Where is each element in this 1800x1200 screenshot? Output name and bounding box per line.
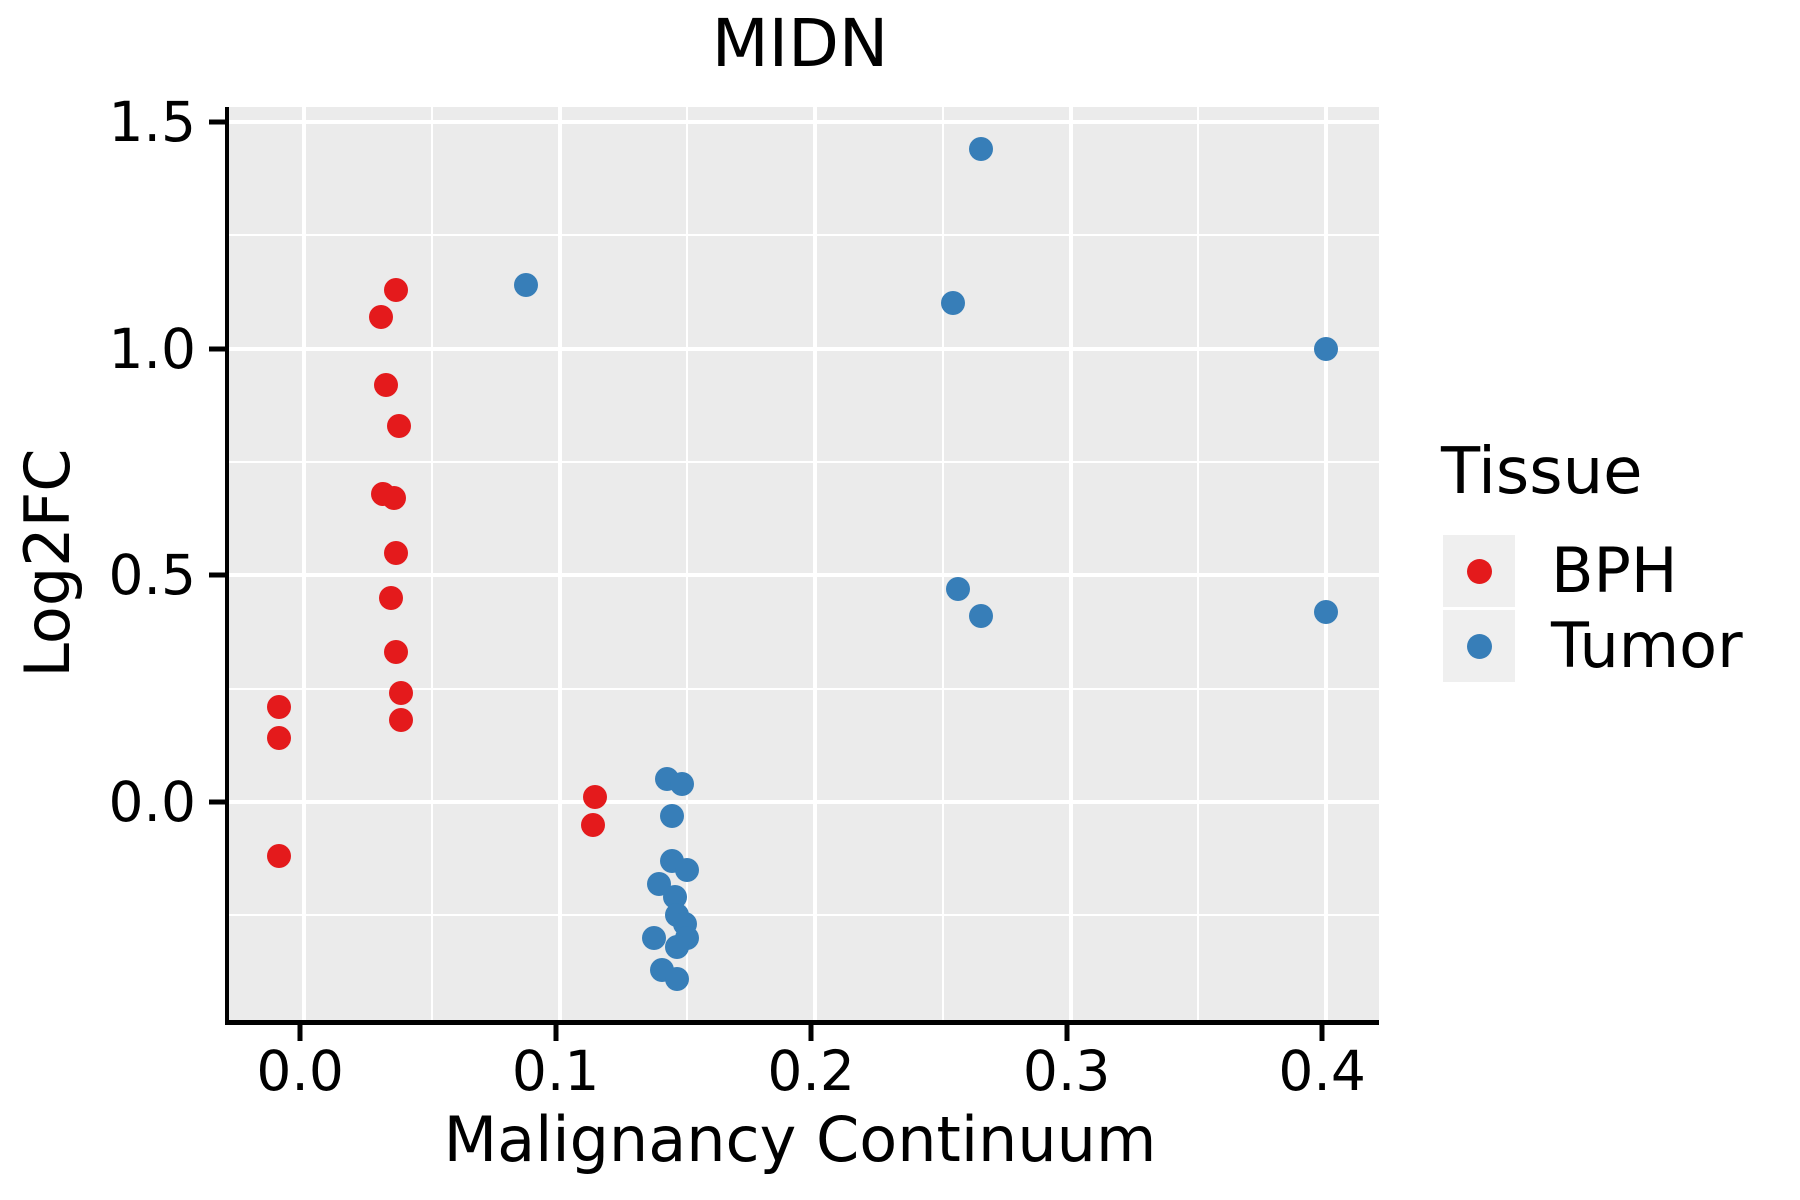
data-point-bph <box>389 708 414 733</box>
x-major-gridline <box>557 107 562 1020</box>
tumor-marker-icon <box>1466 633 1492 659</box>
data-point-tumor <box>675 857 700 882</box>
data-point-tumor <box>969 604 994 629</box>
legend-item-bph: BPH <box>1443 535 1743 607</box>
data-point-bph <box>384 277 409 302</box>
x-tick-mark <box>1064 1025 1070 1041</box>
legend-label-bph: BPH <box>1551 534 1678 607</box>
x-minor-gridline <box>686 107 689 1020</box>
data-point-tumor <box>1314 336 1339 361</box>
legend: Tissue BPH Tumor <box>1441 437 1743 685</box>
data-point-bph <box>389 681 414 706</box>
y-minor-gridline <box>229 234 1379 237</box>
y-tick-label: 1.5 <box>108 89 196 154</box>
data-point-bph <box>386 413 411 438</box>
y-major-gridline <box>229 119 1379 124</box>
data-point-tumor <box>660 803 685 828</box>
data-point-tumor <box>941 291 966 316</box>
x-minor-gridline <box>1197 107 1200 1020</box>
y-tick-label: 1.0 <box>108 316 196 381</box>
legend-title: Tissue <box>1441 435 1643 509</box>
data-point-bph <box>266 694 291 719</box>
data-point-bph <box>384 540 409 565</box>
y-tick-mark <box>209 346 225 352</box>
y-tick-mark <box>209 799 225 805</box>
data-point-tumor <box>642 925 667 950</box>
chart-title: MIDN <box>711 5 889 82</box>
data-point-tumor <box>946 576 971 601</box>
data-point-bph <box>266 726 291 751</box>
x-major-gridline <box>1068 107 1073 1020</box>
data-point-bph <box>378 585 403 610</box>
data-point-tumor <box>665 966 690 991</box>
legend-key-box <box>1443 535 1515 607</box>
legend-item-tumor: Tumor <box>1443 610 1743 682</box>
x-tick-mark <box>808 1025 814 1041</box>
x-tick-label: 0.2 <box>767 1039 855 1103</box>
x-minor-gridline <box>941 107 944 1020</box>
data-point-bph <box>384 640 409 665</box>
data-point-tumor <box>969 137 994 162</box>
bph-marker-icon <box>1466 558 1492 584</box>
data-point-bph <box>580 812 605 837</box>
y-major-gridline <box>229 573 1379 578</box>
data-point-tumor <box>1314 599 1339 624</box>
x-tick-mark <box>297 1025 303 1041</box>
y-major-gridline <box>229 346 1379 351</box>
y-major-gridline <box>229 799 1379 804</box>
data-point-tumor <box>670 771 695 796</box>
y-minor-gridline <box>229 460 1379 463</box>
legend-key-box <box>1443 610 1515 682</box>
y-minor-gridline <box>229 914 1379 917</box>
x-major-gridline <box>302 107 307 1020</box>
y-minor-gridline <box>229 687 1379 690</box>
y-tick-label: 0.5 <box>108 543 196 608</box>
data-point-bph <box>381 486 406 511</box>
x-axis-label: Malignancy Continuum <box>443 1103 1157 1176</box>
x-tick-mark <box>1319 1025 1325 1041</box>
x-minor-gridline <box>430 107 433 1020</box>
x-tick-label: 0.1 <box>511 1039 600 1103</box>
y-tick-label: 0.0 <box>108 769 196 834</box>
plot-panel <box>225 107 1379 1025</box>
data-point-tumor <box>665 935 690 959</box>
x-tick-label: 0.3 <box>1022 1039 1111 1103</box>
data-point-bph <box>583 785 608 810</box>
data-point-tumor <box>514 273 539 298</box>
legend-label-tumor: Tumor <box>1551 609 1743 682</box>
x-tick-label: 0.0 <box>256 1039 344 1103</box>
x-major-gridline <box>1324 107 1329 1020</box>
y-tick-mark <box>209 119 225 125</box>
y-tick-mark <box>209 572 225 578</box>
y-axis-label: Log2FC <box>11 448 84 678</box>
x-tick-label: 0.4 <box>1278 1039 1366 1103</box>
data-point-bph <box>373 372 398 397</box>
data-point-bph <box>266 844 291 869</box>
data-point-bph <box>368 304 393 329</box>
x-major-gridline <box>813 107 818 1020</box>
x-tick-mark <box>553 1025 559 1041</box>
